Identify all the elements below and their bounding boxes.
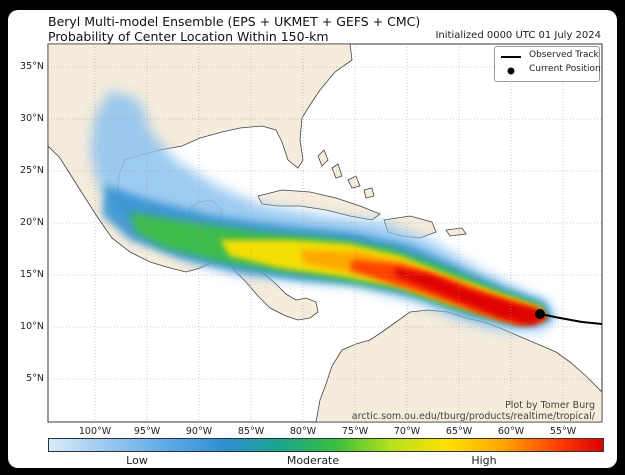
- credit-author: Plot by Tomer Burg: [505, 400, 595, 411]
- probability-colorbar: [48, 438, 604, 452]
- lon-label: 75°W: [341, 426, 369, 437]
- lon-label: 95°W: [133, 426, 161, 437]
- legend-position-dot: [507, 67, 515, 75]
- colorbar-label-low: Low: [126, 454, 148, 467]
- land-cuba: [257, 189, 381, 221]
- land-puerto-rico: [445, 227, 467, 237]
- lat-label: 10°N: [20, 321, 44, 332]
- legend-current-position: Current Position: [529, 64, 601, 74]
- legend-symbols: [501, 56, 521, 75]
- lon-label: 65°W: [445, 426, 473, 437]
- map-subtitle: Probability of Center Location Within 15…: [48, 29, 329, 44]
- lat-label: 15°N: [20, 269, 44, 280]
- lon-label: 60°W: [497, 426, 525, 437]
- probability-swath: [90, 90, 556, 332]
- lon-label: 90°W: [185, 426, 213, 437]
- lon-label: 100°W: [78, 426, 112, 437]
- lat-label: 30°N: [20, 113, 44, 124]
- credit-url: arctic.som.ou.edu/tburg/products/realtim…: [351, 411, 595, 422]
- map-legend: Observed Track Current Position: [494, 46, 601, 82]
- observed-track: [539, 313, 602, 325]
- map-title: Beryl Multi-model Ensemble (EPS + UKMET …: [48, 14, 421, 29]
- colorbar-label-moderate: Moderate: [286, 454, 340, 467]
- lat-label: 5°N: [26, 373, 44, 384]
- lon-label: 70°W: [393, 426, 421, 437]
- lon-label: 80°W: [289, 426, 317, 437]
- current-position-marker: [535, 309, 545, 319]
- land-bahamas: [317, 149, 375, 199]
- lat-label: 20°N: [20, 217, 44, 228]
- lat-label: 25°N: [20, 165, 44, 176]
- colorbar-label-high: High: [471, 454, 497, 467]
- initialized-time: Initialized 0000 UTC 01 July 2024: [435, 30, 601, 41]
- lon-label: 85°W: [237, 426, 265, 437]
- legend-observed-track: Observed Track: [529, 50, 599, 60]
- graticule: [48, 44, 602, 422]
- lat-label: 35°N: [20, 61, 44, 72]
- lon-label: 55°W: [549, 426, 577, 437]
